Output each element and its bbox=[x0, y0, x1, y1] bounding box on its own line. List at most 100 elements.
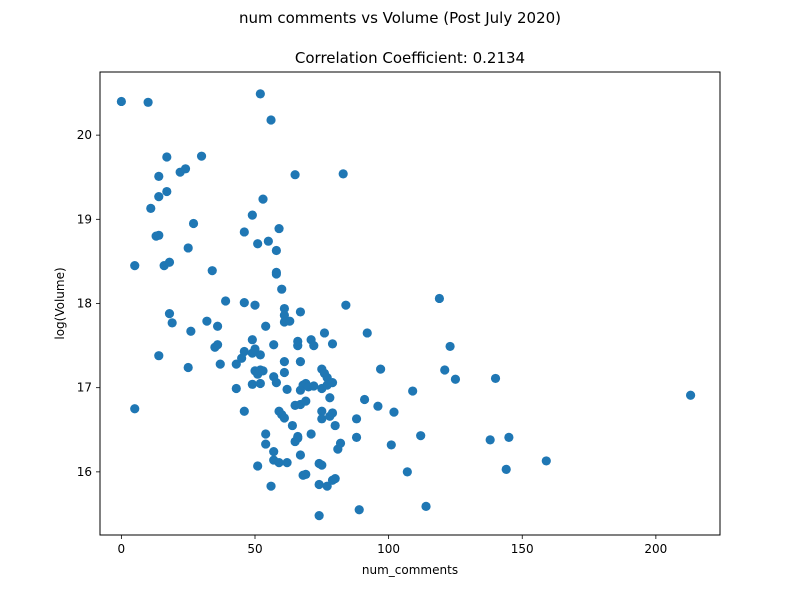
x-tick-label-4: 200 bbox=[644, 542, 667, 556]
data-point-115 bbox=[373, 401, 383, 411]
data-point-120 bbox=[287, 420, 298, 431]
data-point-28 bbox=[207, 266, 217, 276]
x-axis-label: num_comments bbox=[362, 563, 458, 577]
data-point-100 bbox=[239, 406, 249, 416]
data-point-126 bbox=[335, 438, 346, 448]
data-point-93 bbox=[309, 381, 319, 391]
data-point-107 bbox=[317, 406, 327, 416]
data-point-22 bbox=[263, 236, 273, 246]
data-point-40 bbox=[202, 316, 212, 326]
data-point-63 bbox=[231, 359, 241, 369]
data-point-9 bbox=[162, 186, 172, 197]
data-point-43 bbox=[261, 321, 271, 331]
data-point-25 bbox=[130, 261, 140, 271]
data-point-20 bbox=[239, 227, 249, 237]
data-point-86 bbox=[255, 378, 265, 389]
data-point-85 bbox=[247, 379, 257, 389]
data-point-55 bbox=[293, 336, 303, 346]
data-point-119 bbox=[269, 447, 279, 457]
data-point-76 bbox=[279, 367, 289, 378]
data-point-132 bbox=[253, 461, 263, 471]
data-point-4 bbox=[162, 152, 172, 162]
data-point-128 bbox=[386, 440, 396, 450]
data-point-67 bbox=[250, 344, 260, 354]
data-point-5 bbox=[196, 151, 207, 161]
data-point-83 bbox=[490, 373, 501, 384]
data-point-142 bbox=[330, 474, 340, 484]
data-point-88 bbox=[282, 384, 292, 394]
data-point-81 bbox=[440, 365, 450, 375]
data-point-34 bbox=[250, 300, 260, 310]
x-tick-label-2: 100 bbox=[377, 542, 400, 556]
data-point-69 bbox=[279, 356, 289, 367]
data-point-97 bbox=[408, 386, 418, 396]
data-point-143 bbox=[402, 467, 412, 477]
data-point-129 bbox=[416, 431, 426, 441]
data-point-144 bbox=[501, 464, 511, 474]
data-point-145 bbox=[541, 456, 551, 466]
data-point-74 bbox=[258, 366, 268, 376]
data-point-148 bbox=[322, 481, 332, 491]
data-point-38 bbox=[164, 309, 175, 319]
data-point-151 bbox=[421, 501, 431, 511]
x-axis: 0 50 100 150 200 bbox=[118, 535, 667, 556]
data-point-21 bbox=[253, 239, 263, 249]
data-point-99 bbox=[130, 404, 140, 414]
chart-title: Correlation Coefficient: 0.2134 bbox=[295, 49, 525, 67]
data-point-11 bbox=[146, 203, 156, 213]
data-point-3 bbox=[266, 115, 276, 125]
data-point-70 bbox=[295, 356, 306, 367]
data-point-103 bbox=[279, 413, 289, 423]
data-point-17 bbox=[274, 223, 284, 234]
data-point-149 bbox=[314, 511, 324, 521]
scatter-points bbox=[116, 89, 696, 521]
data-point-10 bbox=[154, 191, 164, 202]
y-tick-label-2: 18 bbox=[77, 297, 92, 311]
data-point-42 bbox=[186, 326, 196, 336]
data-point-147 bbox=[314, 479, 324, 490]
data-point-124 bbox=[306, 429, 316, 439]
y-axis: 16 17 18 19 20 bbox=[77, 128, 100, 479]
x-tick-label-0: 0 bbox=[118, 542, 126, 556]
data-point-53 bbox=[269, 340, 279, 350]
data-point-46 bbox=[285, 316, 295, 326]
data-point-118 bbox=[261, 439, 271, 449]
data-point-111 bbox=[325, 393, 335, 403]
data-point-47 bbox=[295, 307, 306, 317]
data-point-61 bbox=[183, 362, 193, 373]
data-point-16 bbox=[188, 218, 199, 229]
data-point-140 bbox=[317, 460, 327, 470]
data-point-1 bbox=[143, 97, 153, 107]
data-point-12 bbox=[290, 170, 300, 180]
x-tick-label-1: 50 bbox=[247, 542, 262, 556]
data-point-30 bbox=[271, 267, 281, 277]
data-point-13 bbox=[338, 169, 348, 179]
data-point-2 bbox=[255, 89, 265, 99]
data-point-36 bbox=[341, 300, 351, 310]
data-point-134 bbox=[274, 458, 284, 468]
y-tick-label-3: 19 bbox=[77, 212, 92, 226]
data-point-37 bbox=[434, 293, 444, 304]
data-point-113 bbox=[351, 414, 362, 424]
plot-area bbox=[99, 71, 721, 536]
data-point-138 bbox=[301, 469, 311, 479]
data-point-14 bbox=[258, 194, 268, 204]
data-point-32 bbox=[221, 296, 231, 306]
figure-suptitle: num comments vs Volume (Post July 2020) bbox=[239, 9, 561, 27]
data-point-116 bbox=[389, 407, 399, 417]
data-point-112 bbox=[330, 420, 340, 431]
data-point-60 bbox=[154, 351, 164, 361]
data-point-27 bbox=[164, 257, 175, 267]
data-point-15 bbox=[247, 210, 257, 220]
data-point-127 bbox=[351, 432, 362, 442]
data-point-84 bbox=[231, 383, 241, 394]
data-point-52 bbox=[247, 335, 257, 345]
data-point-39 bbox=[167, 318, 177, 328]
data-point-135 bbox=[282, 458, 292, 468]
data-point-41 bbox=[212, 321, 223, 331]
data-point-8 bbox=[154, 171, 164, 181]
x-tick-label-3: 150 bbox=[511, 542, 534, 556]
data-point-31 bbox=[277, 284, 287, 294]
data-point-114 bbox=[359, 394, 370, 405]
